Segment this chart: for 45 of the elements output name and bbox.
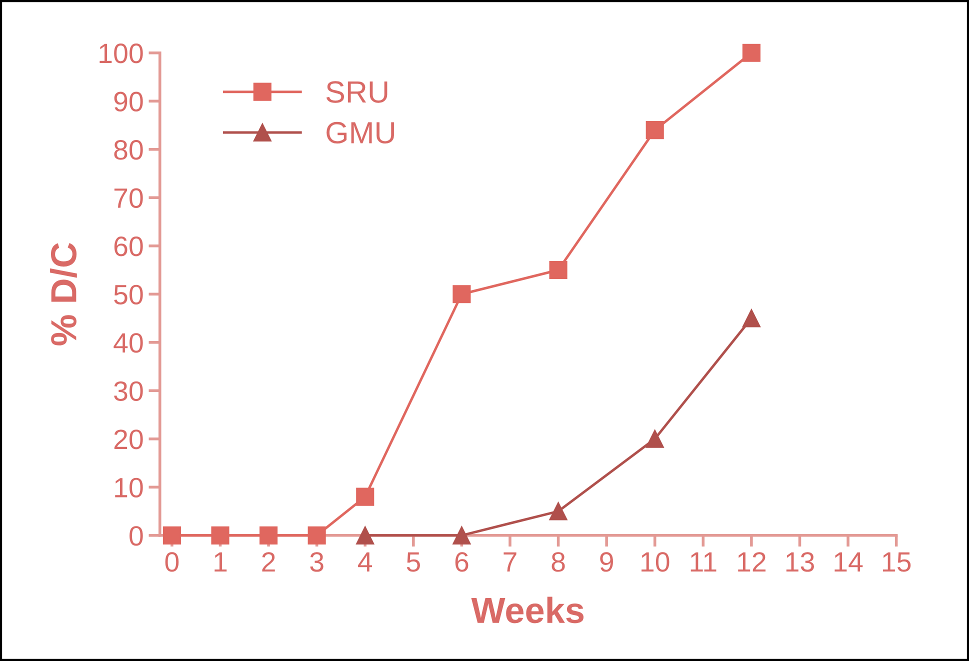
- y-tick-label: 30: [114, 381, 143, 401]
- point: [356, 526, 374, 544]
- y-tick-label: 50: [114, 284, 143, 304]
- legend-label: GMU: [326, 122, 394, 144]
- x-tick-label: 1: [214, 552, 227, 572]
- x-tick-label: 15: [882, 552, 911, 572]
- y-tick-label: 60: [114, 236, 143, 256]
- point: [646, 121, 664, 140]
- x-tick-label: 5: [406, 552, 420, 572]
- legend-label: SRU: [326, 81, 388, 103]
- point: [356, 488, 374, 506]
- x-tick-label: 7: [504, 552, 516, 572]
- y-axis-title: % D/C: [50, 242, 77, 346]
- point: [452, 285, 471, 304]
- point: [549, 260, 568, 280]
- y-tick-label: 10: [115, 478, 143, 498]
- point: [162, 526, 181, 544]
- x-tick-label: 3: [310, 552, 324, 572]
- y-tick-label: 70: [114, 188, 143, 208]
- x-tick-label: 9: [600, 552, 613, 572]
- point: [646, 430, 664, 448]
- y-tick-label: 0: [130, 526, 143, 546]
- y-tick-label: 80: [114, 140, 143, 160]
- x-tick-label: 0: [165, 552, 179, 572]
- point: [549, 502, 568, 520]
- x-tick-label: 12: [738, 552, 766, 572]
- point: [452, 526, 471, 544]
- point: [260, 526, 278, 544]
- y-tick-label: 100: [100, 44, 143, 64]
- x-tick-label: 2: [262, 552, 275, 572]
- y-tick-label: 20: [114, 430, 143, 450]
- x-tick-label: 14: [834, 552, 863, 572]
- point: [211, 526, 230, 544]
- x-axis-title: Weeks: [471, 596, 584, 624]
- point: [742, 44, 760, 62]
- x-tick-label: 13: [786, 552, 814, 572]
- x-tick-label: 11: [690, 552, 716, 572]
- y-tick-label: 90: [114, 92, 143, 112]
- x-tick-label: 6: [455, 552, 468, 572]
- y-tick-label: 40: [114, 333, 143, 353]
- x-tick-label: 8: [552, 552, 565, 572]
- point: [742, 309, 760, 328]
- x-tick-label: 10: [642, 552, 670, 572]
- point: [308, 526, 326, 544]
- x-tick-label: 4: [358, 552, 372, 572]
